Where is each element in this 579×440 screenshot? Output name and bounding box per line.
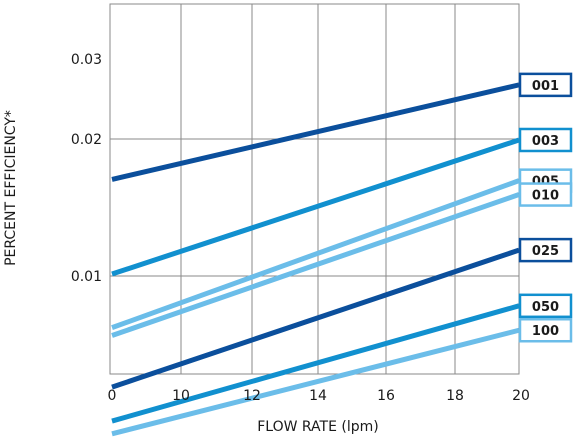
series-line-003 [111, 137, 520, 277]
legend-label-003: 003 [532, 134, 559, 149]
y-tick-label: 0.03 [71, 52, 102, 68]
legend-box-050 [518, 293, 573, 319]
x-tick-label: 16 [377, 388, 395, 404]
legend-label-010: 010 [532, 189, 559, 204]
y-tick-label: 0.01 [71, 269, 102, 285]
legend-label-025: 025 [532, 244, 559, 259]
chart-series [111, 82, 520, 437]
series-line-100 [111, 327, 520, 437]
legend-label-050: 050 [532, 300, 559, 315]
legend-box-010 [518, 182, 573, 207]
series-line-025 [111, 247, 520, 390]
legend-box-001 [518, 72, 573, 98]
x-tick-label: 14 [309, 388, 327, 404]
legend-box-025 [518, 237, 573, 263]
x-tick-label: 20 [512, 388, 530, 404]
series-line-005 [111, 178, 520, 331]
series-line-050 [111, 303, 520, 424]
x-tick-label: 18 [446, 388, 464, 404]
x-tick-label: 10 [172, 388, 190, 404]
chart-ticks: 0 10 12 14 16 18 20 0.01 0.02 0.03 [71, 52, 530, 404]
legend-box-100 [518, 317, 573, 343]
x-axis-label: FLOW RATE (lpm) [257, 419, 379, 435]
legend-label-100: 100 [532, 324, 559, 339]
legend-box-003 [518, 127, 573, 153]
legend-label-001: 001 [532, 79, 559, 94]
series-line-010 [111, 192, 520, 338]
x-tick-label: 0 [108, 388, 117, 404]
y-tick-label: 0.02 [71, 132, 102, 148]
series-line-001 [111, 82, 520, 182]
y-axis-label: PERCENT EFFICIENCY* [3, 110, 19, 266]
x-tick-label: 12 [243, 388, 261, 404]
